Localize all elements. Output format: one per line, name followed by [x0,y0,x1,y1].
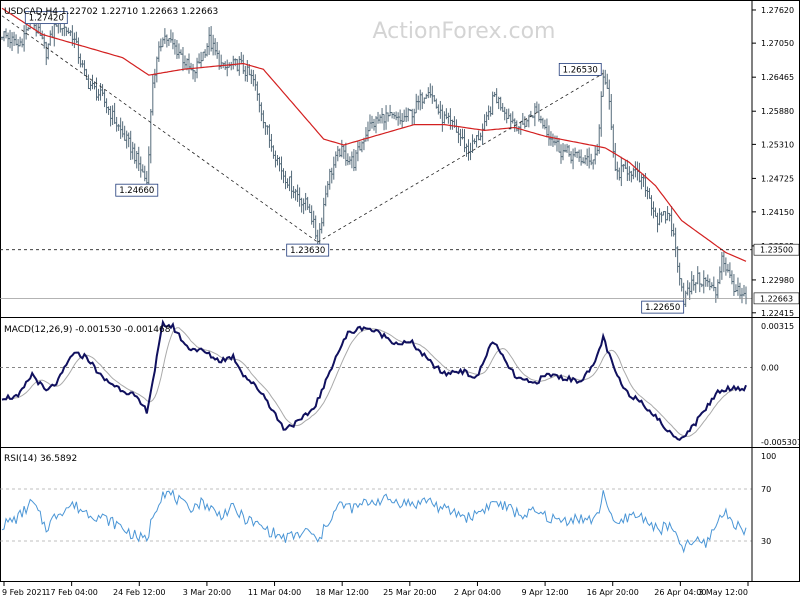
trendline-1 [1,15,318,243]
current-price-tag: 1.22663 [760,294,793,303]
time-axis-label: 26 Apr 04:00 [654,588,706,597]
time-axis-label: 2 Apr 04:00 [454,588,501,597]
swing-label-box [558,62,602,76]
rsi-panel-frame [0,447,800,582]
price-axis-label: 1.27620 [761,6,794,15]
trendline-2 [317,73,604,243]
time-axis-label: 25 Mar 20:00 [383,588,436,597]
macd-axis-label: 0.00 [761,363,779,372]
price-axis-label: 1.24150 [761,208,794,217]
time-axis-label: 18 Mar 12:00 [315,588,368,597]
macd-line [1,319,747,441]
watermark-text: ActionForex.com [373,19,556,44]
swing-label-box [641,300,685,314]
price-axis-label: 1.25310 [761,140,794,149]
rsi-axis-label: 30 [761,537,771,546]
time-axis-label: 16 Apr 20:00 [587,588,639,597]
support-price-tag-box [753,243,800,256]
macd-axis-label: 0.00315 [761,322,794,331]
price-axis-label: 1.22980 [761,276,794,285]
swing-label: 1.24660 [119,186,154,196]
macd-signal-line [1,327,747,437]
price-axis-label: 1.27050 [761,39,794,48]
swing-label-box [286,243,330,257]
time-axis-label: 17 Feb 04:00 [45,588,97,597]
price-axis-label: 1.26465 [761,73,794,82]
swing-label-box [115,183,159,197]
macd-panel-frame [0,317,800,448]
swing-label: 1.23630 [290,246,325,256]
current-price-tag-box [753,292,800,305]
swing-label-box [24,11,68,25]
time-axis-label: 24 Feb 12:00 [113,588,165,597]
moving-average-line [1,7,747,262]
price-axis-label: 1.24725 [761,174,794,183]
time-axis-label: 11 Mar 04:00 [248,588,301,597]
price-header: USDCAD,H4 1.22702 1.22710 1.22663 1.2266… [4,7,218,17]
time-axis-label: 3 May 12:00 [698,588,748,597]
price-axis-label: 1.25880 [761,107,794,116]
swing-label: 1.22650 [645,303,680,313]
time-axis-label: 9 Feb 2021 [2,588,47,597]
rsi-header: RSI(14) 36.5892 [4,454,77,464]
rsi-line [1,488,747,554]
support-price-tag: 1.23500 [760,246,793,255]
time-axis-label: 9 Apr 12:00 [522,588,569,597]
rsi-axis-label: 70 [761,485,771,494]
rsi-axis-label: 100 [761,452,776,461]
macd-header: MACD(12,26,9) -0.001530 -0.001468 [4,325,171,335]
price-axis-label: 1.22415 [761,309,794,318]
swing-label: 1.27420 [29,14,64,24]
swing-label: 1.26530 [563,65,598,75]
macd-axis-label: -0.005307 [761,438,800,447]
time-axis-label: 3 Mar 20:00 [183,588,231,597]
